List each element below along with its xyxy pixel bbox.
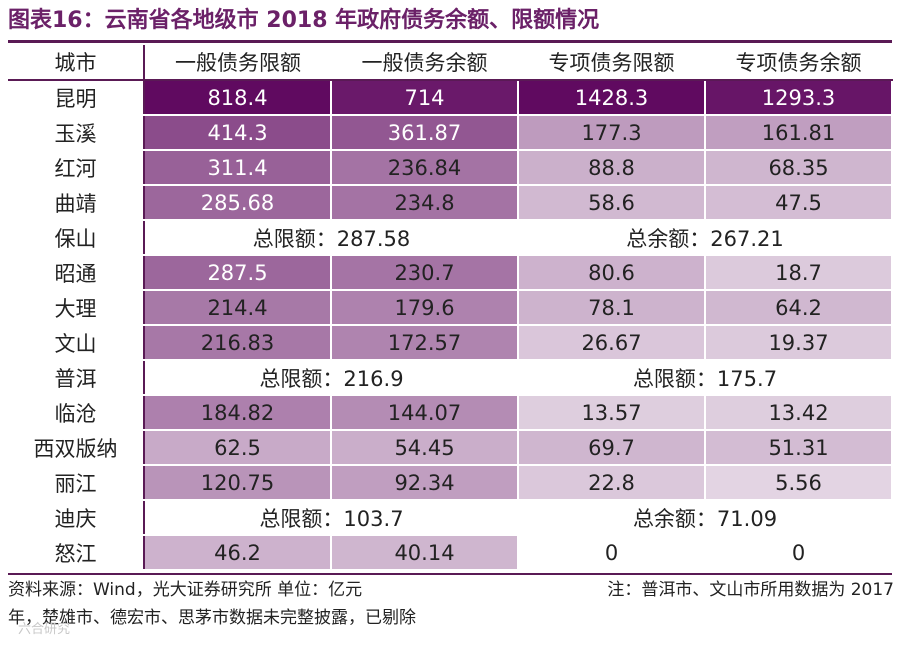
cell-general-limit: 184.82	[144, 395, 332, 431]
column-header-general-balance: 一般债务余额	[331, 45, 518, 81]
cell-special-limit: 26.67	[518, 325, 706, 361]
cell-general-balance: 172.57	[331, 325, 519, 361]
city-cell: 昆明	[8, 80, 145, 116]
cell-general-balance: 236.84	[331, 150, 519, 186]
table-row: 玉溪 414.3 361.87 177.3 161.81	[8, 115, 893, 151]
merged-special-total: 总限额：175.7	[518, 360, 892, 396]
cell-general-limit: 214.4	[144, 290, 332, 326]
table-row: 丽江 120.75 92.34 22.8 5.56	[8, 465, 893, 501]
cell-special-balance: 1293.3	[705, 80, 893, 116]
data-note-continued: 年，楚雄市、德宏市、思茅市数据未完整披露，已剔除	[8, 608, 416, 628]
cell-general-limit: 414.3	[144, 115, 332, 151]
cell-general-balance: 144.07	[331, 395, 519, 431]
table-row: 红河 311.4 236.84 88.8 68.35	[8, 150, 893, 186]
cell-special-balance: 161.81	[705, 115, 893, 151]
city-cell: 保山	[8, 220, 145, 256]
cell-special-limit: 177.3	[518, 115, 706, 151]
merged-general-total: 总限额：103.7	[144, 500, 518, 536]
table-row: 普洱 总限额：216.9 总限额：175.7	[8, 360, 892, 396]
cell-special-limit: 0	[518, 535, 706, 571]
column-header-general-limit: 一般债务限额	[144, 45, 331, 81]
merged-special-total: 总余额：267.21	[518, 220, 892, 256]
cell-special-limit: 1428.3	[518, 80, 706, 116]
footer: 资料来源：Wind，光大证券研究所 单位：亿元 注：普洱市、文山市所用数据为 2…	[8, 576, 894, 632]
cell-general-balance: 92.34	[331, 465, 519, 501]
page-title: 图表16：云南省各地级市 2018 年政府债务余额、限额情况	[8, 8, 600, 33]
cell-special-limit: 58.6	[518, 185, 706, 221]
merged-general-total: 总限额：216.9	[144, 360, 518, 396]
city-cell: 红河	[8, 150, 145, 186]
cell-general-limit: 818.4	[144, 80, 332, 116]
city-cell: 文山	[8, 325, 145, 361]
cell-general-balance: 40.14	[331, 535, 519, 571]
table-row: 怒江 46.2 40.14 0 0	[8, 535, 893, 571]
table-row: 保山 总限额：287.58 总余额：267.21	[8, 220, 892, 256]
cell-general-balance: 234.8	[331, 185, 519, 221]
merged-special-total: 总余额：71.09	[518, 500, 892, 536]
debt-table: 城市 一般债务限额 一般债务余额 专项债务限额 专项债务余额 昆明 818.4 71…	[8, 45, 893, 571]
city-cell: 怒江	[8, 535, 145, 571]
bottom-rule	[8, 573, 892, 575]
cell-general-balance: 714	[331, 80, 519, 116]
cell-special-balance: 13.42	[705, 395, 893, 431]
source-note: 资料来源：Wind，光大证券研究所 单位：亿元	[8, 580, 363, 600]
cell-special-limit: 69.7	[518, 430, 706, 466]
city-cell: 西双版纳	[8, 430, 145, 466]
cell-special-limit: 78.1	[518, 290, 706, 326]
watermark: 六合研究	[18, 622, 71, 637]
cell-general-limit: 287.5	[144, 255, 332, 291]
city-cell: 普洱	[8, 360, 145, 396]
table-row: 迪庆 总限额：103.7 总余额：71.09	[8, 500, 892, 536]
city-cell: 大理	[8, 290, 145, 326]
table-row: 临沧 184.82 144.07 13.57 13.42	[8, 395, 893, 431]
cell-general-limit: 285.68	[144, 185, 332, 221]
column-header-special-limit: 专项债务限额	[518, 45, 705, 81]
merged-general-total: 总限额：287.58	[144, 220, 518, 256]
table-row: 西双版纳 62.5 54.45 69.7 51.31	[8, 430, 893, 466]
cell-special-balance: 19.37	[705, 325, 893, 361]
cell-general-balance: 54.45	[331, 430, 519, 466]
cell-special-balance: 18.7	[705, 255, 893, 291]
cell-general-limit: 120.75	[144, 465, 332, 501]
city-cell: 临沧	[8, 395, 145, 431]
cell-special-limit: 80.6	[518, 255, 706, 291]
cell-special-balance: 0	[705, 535, 893, 571]
cell-special-limit: 22.8	[518, 465, 706, 501]
city-cell: 曲靖	[8, 185, 145, 221]
cell-special-balance: 5.56	[705, 465, 893, 501]
cell-special-balance: 64.2	[705, 290, 893, 326]
cell-special-balance: 47.5	[705, 185, 893, 221]
city-cell: 玉溪	[8, 115, 145, 151]
cell-general-balance: 179.6	[331, 290, 519, 326]
cell-general-limit: 311.4	[144, 150, 332, 186]
cell-special-balance: 51.31	[705, 430, 893, 466]
cell-general-limit: 216.83	[144, 325, 332, 361]
cell-general-balance: 230.7	[331, 255, 519, 291]
table-row: 昆明 818.4 714 1428.3 1293.3	[8, 80, 893, 116]
table-body: 昆明 818.4 714 1428.3 1293.3 玉溪 414.3 361.87 177.3…	[8, 80, 893, 571]
city-cell: 丽江	[8, 465, 145, 501]
table-row: 文山 216.83 172.57 26.67 19.37	[8, 325, 893, 361]
column-header-special-balance: 专项债务余额	[705, 45, 892, 81]
data-note: 注：普洱市、文山市所用数据为 2017	[607, 580, 894, 600]
cell-special-limit: 88.8	[518, 150, 706, 186]
city-cell: 昭通	[8, 255, 145, 291]
cell-general-limit: 46.2	[144, 535, 332, 571]
city-cell: 迪庆	[8, 500, 145, 536]
cell-special-balance: 68.35	[705, 150, 893, 186]
cell-general-limit: 62.5	[144, 430, 332, 466]
cell-special-limit: 13.57	[518, 395, 706, 431]
table-row: 大理 214.4 179.6 78.1 64.2	[8, 290, 893, 326]
table-row: 昭通 287.5 230.7 80.6 18.7	[8, 255, 893, 291]
table-row: 曲靖 285.68 234.8 58.6 47.5	[8, 185, 893, 221]
top-rule	[8, 40, 892, 43]
header-row: 城市 一般债务限额 一般债务余额 专项债务限额 专项债务余额	[8, 45, 892, 81]
cell-general-balance: 361.87	[331, 115, 519, 151]
column-header-city: 城市	[8, 45, 145, 81]
